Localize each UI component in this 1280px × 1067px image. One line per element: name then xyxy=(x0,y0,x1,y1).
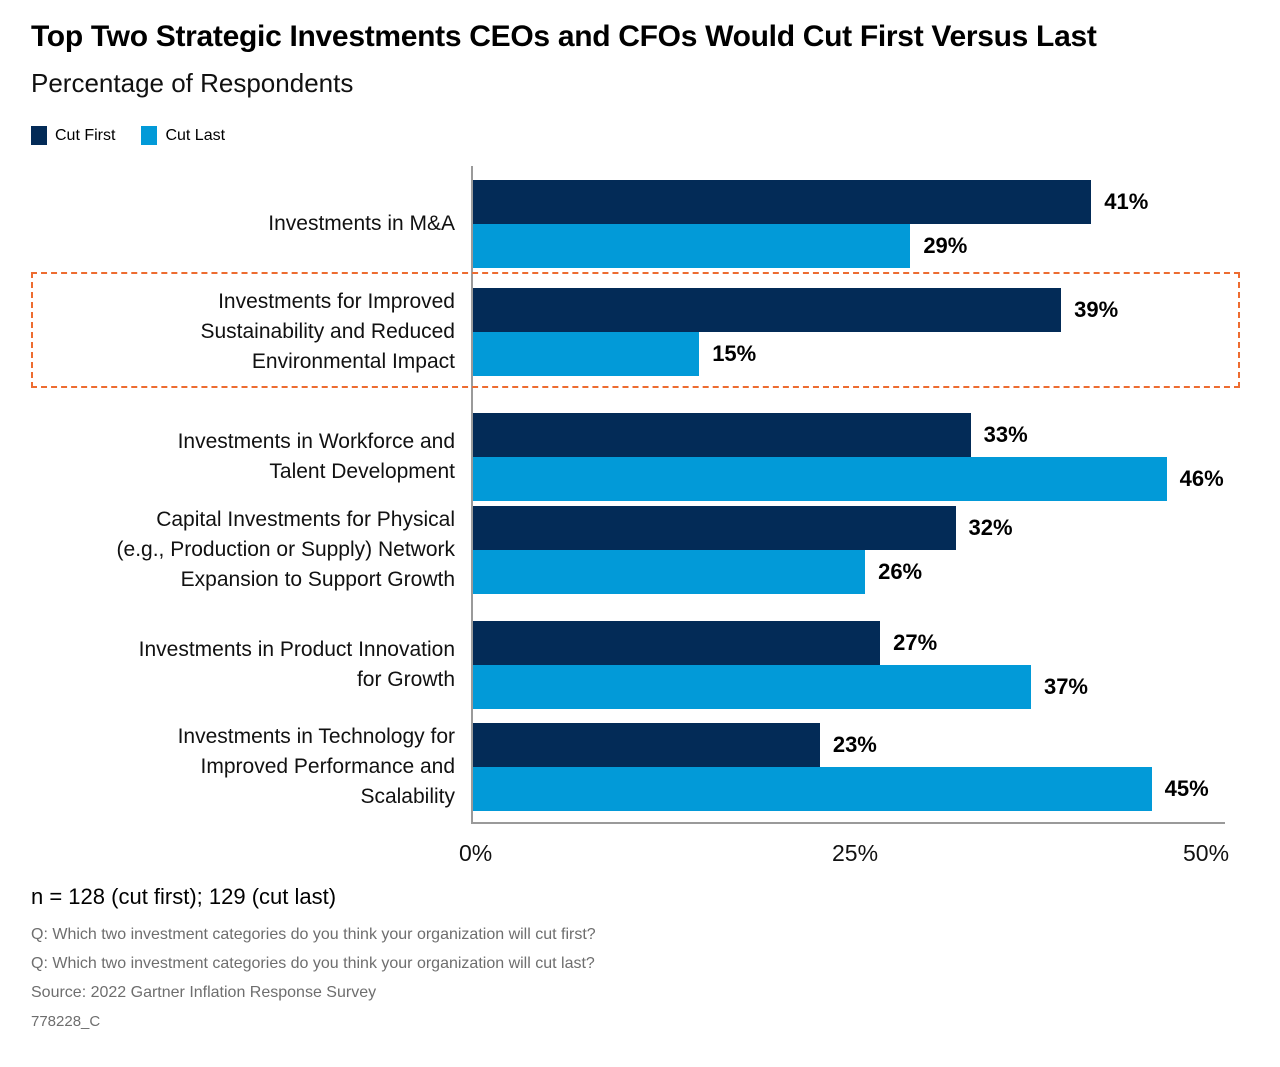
category-label: Investments in Product Innovation for Gro… xyxy=(35,635,455,695)
bar-group: Investments in Product Innovation for Gro… xyxy=(0,621,1280,709)
bar-cut-last[interactable] xyxy=(473,224,911,268)
category-label: Investments in Workforce and Talent Devel… xyxy=(35,427,455,487)
y-axis-line xyxy=(471,166,473,824)
category-label: Capital Investments for Physical (e.g., P… xyxy=(35,505,455,595)
x-axis-line xyxy=(471,822,1225,824)
category-label: Investments in M&A xyxy=(35,209,455,239)
bar-group: Capital Investments for Physical (e.g., P… xyxy=(0,506,1280,594)
category-label-line: Environmental Impact xyxy=(251,350,455,373)
category-label-line: Capital Investments for Physical xyxy=(156,508,455,531)
bar-group: Investments in Workforce and Talent Devel… xyxy=(0,413,1280,501)
page-title: Top Two Strategic Investments CEOs and C… xyxy=(31,20,1097,53)
category-label-line: Investments for Improved xyxy=(218,290,455,313)
category-label-line: Improved Performance and xyxy=(200,755,455,778)
page-subtitle: Percentage of Respondents xyxy=(31,68,354,98)
bar-cut-first[interactable] xyxy=(473,180,1092,224)
bar-cut-last[interactable] xyxy=(473,457,1167,501)
legend-label: Cut First xyxy=(55,126,116,144)
bar-cut-first[interactable] xyxy=(473,621,881,665)
category-label-line: for Growth xyxy=(356,668,455,691)
bar-cut-last[interactable] xyxy=(473,767,1152,811)
bar-value-label: 45% xyxy=(1164,776,1209,801)
bar-cut-last[interactable] xyxy=(473,550,866,594)
category-label-line: Sustainability and Reduced xyxy=(200,320,455,343)
bar-value-label: 32% xyxy=(968,515,1013,540)
legend-swatch-icon xyxy=(141,126,158,145)
sample-size-note: n = 128 (cut first); 129 (cut last) xyxy=(31,884,337,909)
category-label-line: Investments in Product Innovation xyxy=(138,638,455,661)
category-label-line: Investments in M&A xyxy=(268,212,455,235)
legend-item-1[interactable]: Cut First xyxy=(31,126,115,145)
x-axis-tick-label: 50% xyxy=(1183,840,1230,866)
bar-cut-first[interactable] xyxy=(473,723,820,767)
bar-value-label: 46% xyxy=(1179,466,1224,491)
category-label-line: Expansion to Support Growth xyxy=(180,568,455,591)
category-label: Investments for Improved Sustainability a… xyxy=(35,287,455,377)
category-label-line: Scalability xyxy=(360,785,455,808)
category-label-line: Investments in Technology for xyxy=(177,725,455,748)
footnotes: n = 128 (cut first); 129 (cut last) Q: W… xyxy=(31,884,1131,1030)
source-note: Source: 2022 Gartner Inflation Response … xyxy=(31,984,377,1001)
bar-value-label: 39% xyxy=(1074,297,1119,322)
chart-plot-area: Investments in M&A 41% 29% Investments for … xyxy=(0,166,1280,831)
bar-value-label: 15% xyxy=(712,341,757,366)
category-label-line: (e.g., Production or Supply) Network xyxy=(116,538,455,561)
category-label-line: Talent Development xyxy=(269,460,455,483)
x-axis-tick-label: 25% xyxy=(832,840,879,866)
bar-cut-first[interactable] xyxy=(473,288,1062,332)
bar-cut-first[interactable] xyxy=(473,413,971,457)
bar-value-label: 29% xyxy=(923,233,968,258)
bar-cut-last[interactable] xyxy=(473,665,1031,709)
bar-value-label: 33% xyxy=(983,422,1028,447)
question-note-1: Q: Which two investment categories do yo… xyxy=(31,926,596,943)
bar-group: Investments in M&A 41% 29% xyxy=(0,180,1280,268)
bar-group: Investments in Technology for Improved Pe… xyxy=(0,723,1280,811)
bar-value-label: 27% xyxy=(893,630,938,655)
bar-value-label: 23% xyxy=(832,732,877,757)
bar-value-label: 26% xyxy=(878,559,923,584)
legend-item-2[interactable]: Cut Last xyxy=(141,126,225,145)
x-axis-ticks: 0% 25% 50% xyxy=(0,840,1280,870)
bar-value-label: 41% xyxy=(1104,189,1149,214)
bar-value-label: 37% xyxy=(1043,674,1088,699)
category-label: Investments in Technology for Improved Pe… xyxy=(35,722,455,812)
legend-label: Cut Last xyxy=(165,126,226,144)
question-note-2: Q: Which two investment categories do yo… xyxy=(31,955,595,972)
x-axis-tick-label: 0% xyxy=(459,840,493,866)
chart-legend: Cut First Cut Last xyxy=(31,126,225,145)
bar-cut-last[interactable] xyxy=(473,332,700,376)
category-label-line: Investments in Workforce and xyxy=(177,430,455,453)
legend-swatch-icon xyxy=(31,126,47,145)
bar-group: Investments for Improved Sustainability a… xyxy=(0,288,1280,376)
bar-cut-first[interactable] xyxy=(473,506,956,550)
chart-id: 778228_C xyxy=(31,1013,101,1030)
